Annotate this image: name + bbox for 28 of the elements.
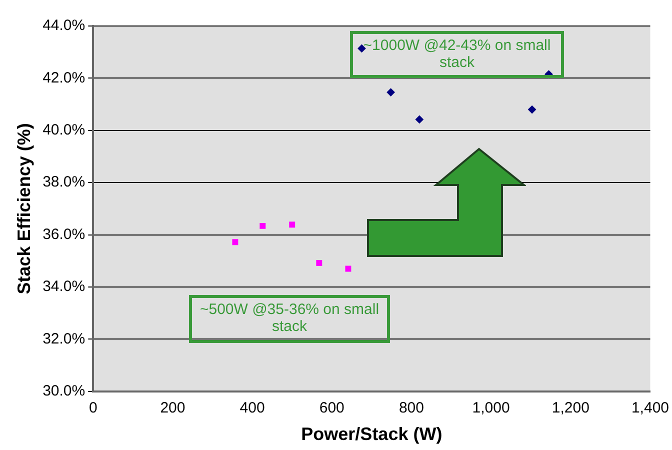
point: [289, 222, 296, 228]
x-tick-label: 600: [319, 400, 344, 417]
y-tick-label: 34.0%: [42, 278, 86, 296]
x-tick-label: 200: [160, 400, 186, 417]
x-tick-label: 1,400: [631, 400, 670, 417]
annotation: ~500W @35-36% on small stack: [189, 295, 390, 343]
y-tick-label: 38.0%: [42, 174, 86, 191]
x-axis-title: Power/Stack (W): [301, 424, 442, 444]
point: [316, 260, 322, 266]
y-tick-label: 32.0%: [42, 330, 86, 348]
y-tick-label: 40.0%: [42, 122, 86, 139]
annotation: ~1000W @42-43% on small stack: [350, 31, 564, 78]
point: [260, 222, 266, 229]
point: [345, 266, 352, 272]
x-tick-label: 1,200: [552, 400, 590, 417]
y-tick-label: 44.0%: [42, 17, 86, 34]
y-tick-label: 42.0%: [42, 69, 86, 86]
x-tick-label: 800: [398, 400, 424, 417]
point: [232, 239, 238, 246]
y-tick-label: 30.0%: [42, 382, 86, 400]
point: [415, 115, 424, 124]
point: [528, 106, 536, 114]
x-tick-label: 400: [240, 400, 265, 417]
x-tick-label: 1,000: [472, 400, 510, 417]
x-tick-label: 0: [88, 400, 98, 417]
y-axis-title: Stack Efficiency (%): [14, 123, 34, 294]
point: [386, 88, 395, 96]
y-tick-label: 36.0%: [42, 226, 86, 243]
